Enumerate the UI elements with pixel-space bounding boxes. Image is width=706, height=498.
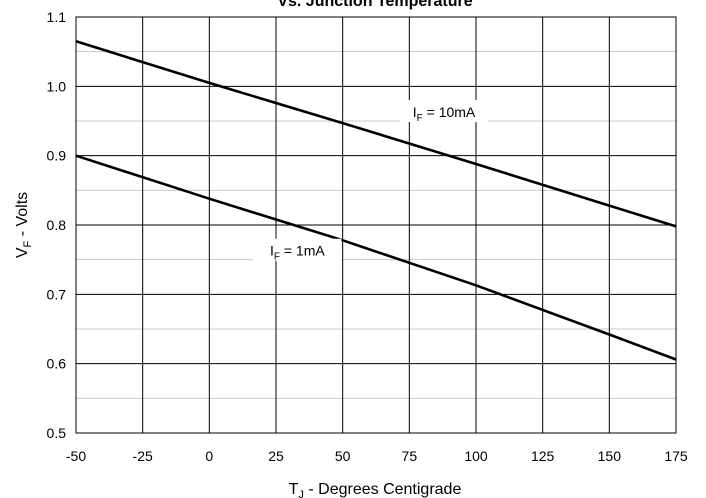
x-tick-label: 175 xyxy=(664,448,688,464)
grid xyxy=(75,16,677,434)
x-tick-label: 25 xyxy=(268,448,284,464)
x-axis-label: TJ - Degrees Centigrade xyxy=(289,481,462,498)
series-label-2: IF = 1mA xyxy=(270,243,325,263)
series-group xyxy=(75,40,677,361)
series-line-1 xyxy=(75,40,677,228)
series-label-1: IF = 10mA xyxy=(413,104,476,124)
x-tick-label: 0 xyxy=(205,448,213,464)
x-axis-label-sub: J xyxy=(298,489,304,498)
series-line-2 xyxy=(75,154,677,361)
x-axis-label-main: T xyxy=(289,481,299,498)
x-tick-label: 75 xyxy=(402,448,418,464)
y-tick-label: 1.1 xyxy=(47,9,67,25)
tick-labels: -50 -25 0 25 50 75 100 125 150 175 0.5 0.6 0.7 0.8 0.9… xyxy=(47,9,688,464)
y-axis-label-sub: F xyxy=(22,240,34,247)
y-tick-label: 0.5 xyxy=(47,425,67,441)
plot-frame xyxy=(75,16,677,434)
series-label-main: I xyxy=(413,104,417,120)
series-label-background xyxy=(400,100,488,123)
x-tick-label: 100 xyxy=(464,448,488,464)
y-axis-label-rest: - Volts xyxy=(14,192,31,241)
series-label-sub: F xyxy=(274,252,280,263)
series-label-main: I xyxy=(270,243,274,259)
y-tick-label: 1.0 xyxy=(47,78,67,94)
x-tick-label: 150 xyxy=(598,448,622,464)
x-tick-label: 125 xyxy=(531,448,555,464)
y-tick-label: 0.9 xyxy=(47,148,67,164)
y-tick-label: 0.7 xyxy=(47,286,67,302)
y-tick-label: 0.8 xyxy=(47,217,67,233)
x-axis-label-rest: - Degrees Centigrade xyxy=(304,481,462,498)
series-label-background xyxy=(253,238,342,261)
series-label-rest: = 10mA xyxy=(423,104,476,120)
chart-title: Vs. Junction Temperature xyxy=(277,0,472,10)
y-tick-label: 0.6 xyxy=(47,356,67,372)
y-axis-label: VF - Volts xyxy=(14,192,34,258)
x-tick-label: -50 xyxy=(66,448,86,464)
series-label-rest: = 1mA xyxy=(280,243,325,259)
x-tick-label: -25 xyxy=(133,448,153,464)
y-axis-label-main: V xyxy=(14,247,31,258)
x-tick-label: 50 xyxy=(335,448,351,464)
series-label-sub: F xyxy=(417,113,423,124)
